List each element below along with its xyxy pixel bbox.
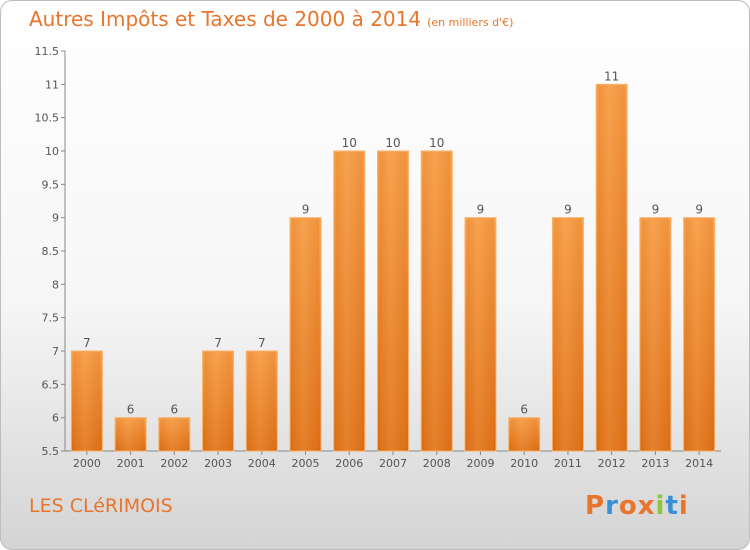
y-tick-label: 10.5: [35, 112, 60, 125]
y-tick-label: 8.5: [42, 245, 60, 258]
bar-highlight: [379, 152, 407, 451]
x-tick-label: 2012: [598, 457, 626, 470]
x-tick-label: 2007: [379, 457, 407, 470]
bar-highlight: [248, 352, 276, 451]
chart-unit-note: (en milliers d'€): [427, 16, 514, 29]
data-label: 9: [477, 203, 485, 217]
y-tick-label: 6.5: [42, 378, 60, 391]
x-tick-label: 2006: [335, 457, 363, 470]
chart-title: Autres Impôts et Taxes de 2000 à 2014 (en…: [29, 7, 513, 31]
y-tick-label: 11: [45, 78, 59, 91]
x-tick-label: 2004: [248, 457, 276, 470]
data-label: 6: [127, 403, 135, 417]
bar-highlight: [335, 152, 363, 451]
bar-highlight: [685, 218, 713, 451]
bar-highlight: [466, 218, 494, 451]
bar-highlight: [598, 85, 626, 451]
x-tick-label: 2011: [554, 457, 582, 470]
y-tick-label: 9.5: [42, 178, 60, 191]
axes: 5.5 6 6.5 7 7.5 8 8.5 9 9.5 10 10.5 11 11.5 2000 2001 2…: [35, 45, 721, 470]
bar-highlight: [423, 152, 451, 451]
bar-highlight: [510, 418, 538, 451]
y-tick-label: 5.5: [42, 445, 60, 458]
logo-letter: r: [605, 491, 619, 521]
data-label: 6: [171, 403, 179, 417]
data-label: 7: [258, 336, 266, 350]
data-label: 9: [302, 203, 310, 217]
data-label: 10: [342, 136, 357, 150]
y-tick-label: 11.5: [35, 45, 60, 58]
commune-name: LES CLéRIMOIS: [29, 495, 173, 517]
logo-letter: P: [585, 491, 606, 521]
logo-letter: i: [678, 491, 689, 521]
logo-letter: t: [665, 491, 679, 521]
data-labels: 7 6 6 7 7 9 10 10 10 9 6 9 11 9 9: [83, 69, 703, 416]
x-tick-label: 2008: [423, 457, 451, 470]
chart-title-text: Autres Impôts et Taxes de 2000 à 2014: [29, 7, 422, 31]
bar-highlight: [117, 418, 145, 451]
bar-highlight: [554, 218, 582, 451]
bar-highlight: [641, 218, 669, 451]
data-label: 7: [214, 336, 222, 350]
bars: [70, 83, 716, 452]
data-label: 11: [604, 69, 619, 83]
x-tick-label: 2002: [160, 457, 188, 470]
y-tick-label: 6: [52, 412, 59, 425]
x-tick-label: 2003: [204, 457, 232, 470]
x-tick-label: 2013: [641, 457, 669, 470]
data-label: 10: [429, 136, 444, 150]
data-label: 9: [652, 203, 660, 217]
y-tick-label: 7.5: [42, 312, 60, 325]
y-tick-label: 10: [45, 145, 59, 158]
data-label: 6: [520, 403, 528, 417]
logo-letter: x: [637, 491, 656, 521]
x-tick-label: 2000: [73, 457, 101, 470]
proxiti-logo: Proxiti: [585, 491, 689, 521]
data-label: 9: [564, 203, 572, 217]
x-tick-label: 2014: [685, 457, 713, 470]
bar-highlight: [292, 218, 320, 451]
bar-highlight: [73, 352, 101, 451]
data-label: 7: [83, 336, 91, 350]
x-tick-label: 2001: [117, 457, 145, 470]
logo-letter: o: [618, 491, 638, 521]
x-tick-label: 2005: [292, 457, 320, 470]
logo-letter: i: [655, 491, 666, 521]
bar-highlight: [204, 352, 232, 451]
data-label: 9: [695, 203, 703, 217]
y-tick-label: 9: [52, 212, 59, 225]
y-tick-label: 7: [52, 345, 59, 358]
data-label: 10: [385, 136, 400, 150]
y-tick-label: 8: [52, 278, 59, 291]
x-tick-label: 2009: [466, 457, 494, 470]
x-tick-label: 2010: [510, 457, 538, 470]
bar-highlight: [160, 418, 188, 451]
